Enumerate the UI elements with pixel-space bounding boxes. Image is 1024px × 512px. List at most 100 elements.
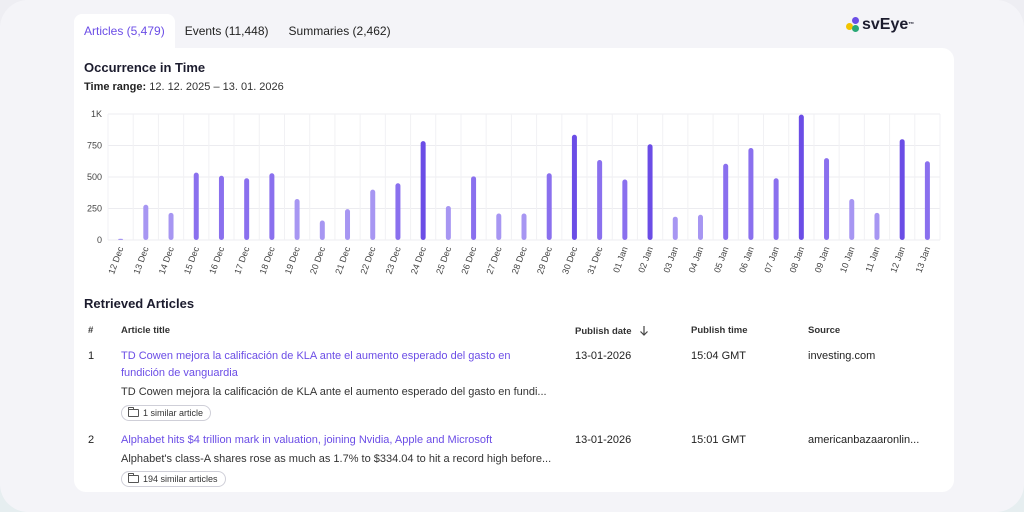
chart-bar (445, 205, 451, 240)
x-tick-label: 21 Dec (333, 245, 352, 276)
col-publish-date[interactable]: Publish date (575, 325, 649, 337)
x-tick-label: 02 Jan (636, 245, 655, 274)
chart-bar (899, 139, 905, 240)
chart-bar (471, 176, 477, 240)
x-tick-label: 24 Dec (409, 245, 428, 276)
y-tick-label: 500 (87, 172, 102, 182)
brand-trademark: ™ (908, 22, 915, 28)
x-tick-label: 06 Jan (737, 245, 756, 274)
chart-bar (672, 216, 678, 240)
x-tick-label: 30 Dec (560, 245, 579, 276)
chart-bar (597, 159, 603, 240)
chart-bar (244, 178, 250, 240)
tab-articles[interactable]: Articles (5,479) (74, 14, 175, 48)
chart-bar (924, 161, 930, 240)
chart-bar (571, 134, 577, 240)
x-tick-label: 10 Jan (838, 245, 857, 274)
similar-articles-label: 194 similar articles (143, 474, 218, 484)
x-tick-label: 15 Dec (182, 245, 201, 276)
chart-bar (218, 175, 224, 240)
arrow-down-icon (640, 326, 649, 336)
chart-bar (798, 114, 804, 240)
articles-panel: Occurrence in Time Time range: 12. 12. 2… (74, 48, 954, 492)
chart-bar (370, 189, 376, 240)
x-tick-label: 12 Jan (888, 245, 907, 274)
chart-bar (849, 199, 855, 240)
col-publish-time: Publish time (691, 325, 748, 336)
chart-bar (345, 209, 351, 240)
chart-bar (697, 214, 703, 240)
tab-summaries[interactable]: Summaries (2,462) (288, 24, 391, 38)
x-tick-label: 17 Dec (232, 245, 251, 276)
x-tick-label: 11 Jan (863, 245, 881, 273)
tab-events[interactable]: Events (11,448) (184, 24, 269, 38)
publish-date: 13-01-2026 (575, 350, 632, 362)
x-tick-label: 09 Jan (813, 245, 832, 274)
row-number: 2 (88, 434, 95, 446)
x-tick-label: 08 Jan (788, 245, 807, 274)
article-title-link[interactable]: TD Cowen mejora la calificación de KLA a… (121, 350, 511, 379)
x-tick-label: 27 Dec (485, 245, 504, 276)
x-tick-label: 26 Dec (459, 245, 478, 276)
y-tick-label: 250 (87, 204, 102, 214)
y-tick-label: 1K (91, 109, 102, 119)
x-tick-label: 23 Dec (384, 245, 403, 276)
chart-bar (521, 213, 527, 240)
x-tick-label: 04 Jan (687, 245, 706, 274)
retrieved-title: Retrieved Articles (84, 296, 195, 311)
col-source: Source (808, 325, 841, 336)
similar-articles-button[interactable]: 194 similar articles (121, 471, 226, 487)
chart-bar (546, 173, 552, 240)
x-tick-label: 25 Dec (434, 245, 453, 276)
x-tick-label: 28 Dec (510, 245, 529, 276)
logo-mark-icon (846, 17, 860, 33)
chart-bar (824, 158, 830, 240)
x-tick-label: 03 Jan (662, 245, 681, 274)
x-tick-label: 29 Dec (535, 245, 554, 276)
col-publish-date-label: Publish date (575, 326, 632, 337)
article-snippet: Alphabet's class-A shares rose as much a… (121, 453, 552, 465)
time-range: Time range: 12. 12. 2025 – 13. 01. 2026 (84, 81, 284, 93)
x-tick-label: 20 Dec (308, 245, 327, 276)
chart-bar (193, 172, 199, 240)
x-tick-label: 13 Dec (132, 245, 151, 276)
tab-bar: Articles (5,479) Events (11,448) Summari… (74, 14, 401, 48)
brand-name: svEye (862, 16, 909, 33)
similar-articles-button[interactable]: 1 similar article (121, 405, 212, 421)
x-tick-label: 13 Jan (914, 245, 933, 274)
chart-bar (395, 183, 401, 240)
chart-bar (168, 212, 174, 240)
occurrence-title: Occurrence in Time (84, 60, 206, 75)
chart-bar (622, 179, 628, 240)
source: americanbazaaronlin... (808, 434, 920, 446)
publish-time: 15:01 GMT (691, 434, 747, 446)
chart-bar (496, 213, 502, 240)
x-tick-label: 01 Jan (611, 245, 630, 274)
folder-icon (128, 473, 139, 483)
chart-bar (319, 220, 325, 240)
brand-logo: svEye ™ (846, 16, 914, 34)
y-tick-label: 750 (87, 141, 102, 151)
similar-articles-label: 1 similar article (143, 408, 204, 418)
col-article-title: Article title (121, 325, 171, 336)
time-range-value: 12. 12. 2025 – 13. 01. 2026 (149, 81, 284, 93)
chart-bar (118, 238, 124, 240)
chart-bar (143, 204, 149, 240)
article-snippet: TD Cowen mejora la calificación de KLA a… (121, 386, 547, 398)
chart-bar (294, 199, 300, 240)
x-tick-label: 05 Jan (712, 245, 731, 274)
chart-bar (269, 173, 275, 240)
chart-bar (748, 148, 754, 240)
chart-bar (647, 144, 653, 240)
source: investing.com (808, 350, 876, 362)
x-tick-label: 07 Jan (762, 245, 781, 274)
x-tick-label: 12 Dec (106, 245, 125, 276)
row-number: 1 (88, 350, 95, 362)
publish-date: 13-01-2026 (575, 434, 632, 446)
x-tick-label: 22 Dec (358, 245, 377, 276)
x-tick-label: 31 Dec (585, 245, 604, 276)
chart-bar (874, 212, 880, 240)
article-title-link[interactable]: Alphabet hits $4 trillion mark in valuat… (121, 434, 493, 446)
x-tick-label: 16 Dec (207, 245, 226, 276)
